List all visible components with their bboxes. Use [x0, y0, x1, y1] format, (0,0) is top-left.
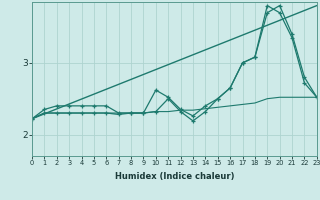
X-axis label: Humidex (Indice chaleur): Humidex (Indice chaleur): [115, 172, 234, 181]
